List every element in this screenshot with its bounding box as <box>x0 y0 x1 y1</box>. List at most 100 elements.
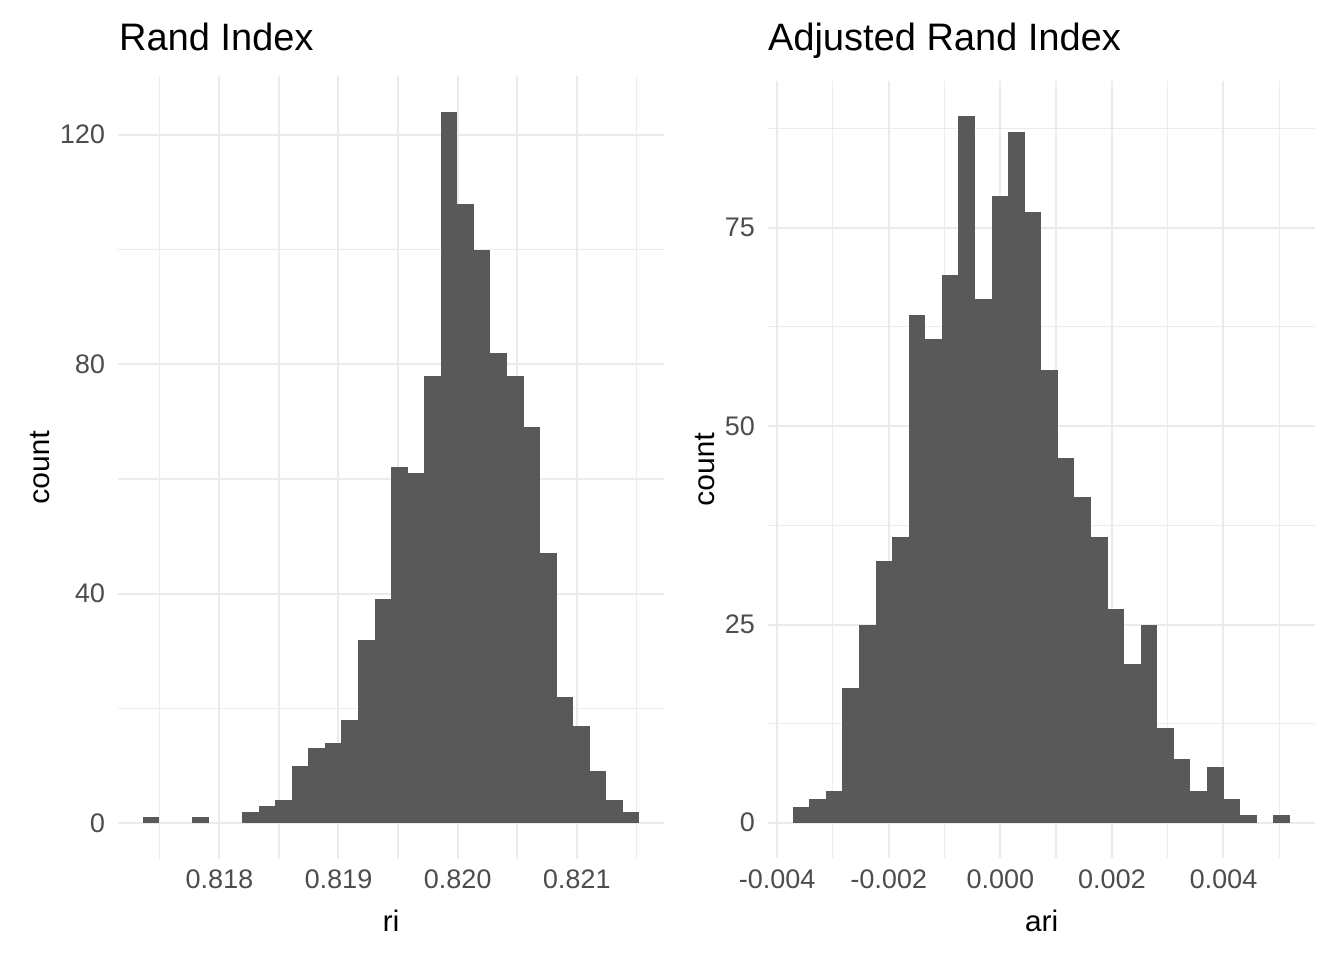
histogram-bar <box>975 299 992 823</box>
y-tick-label: 80 <box>74 348 105 379</box>
x-tick-label: 0.002 <box>1078 864 1146 894</box>
histogram-bar <box>842 688 859 823</box>
gridline-minor-y <box>767 127 1315 129</box>
histogram-bar <box>876 560 892 823</box>
y-tick-label: 0 <box>89 807 105 838</box>
histogram-bar <box>606 800 623 824</box>
histogram-bar <box>1240 815 1257 823</box>
y-tick-label: 50 <box>724 410 755 441</box>
histogram-bar <box>557 696 573 824</box>
gridline-major-x <box>337 76 340 859</box>
x-tick-label: 0.820 <box>423 864 492 894</box>
histogram-bar <box>958 116 975 823</box>
histogram-bar <box>573 725 590 824</box>
histogram-bar <box>490 352 507 824</box>
histogram-bar <box>1273 815 1290 823</box>
histogram-bar <box>826 791 842 823</box>
histogram-bar <box>892 537 909 823</box>
gridline-minor-x <box>832 81 834 859</box>
histogram-bar <box>441 111 457 824</box>
histogram-bar <box>375 599 391 824</box>
y-axis-title-count-right: count <box>688 432 721 506</box>
x-tick-label: 0.821 <box>542 864 611 894</box>
y-axis-title-count-left: count <box>23 430 56 504</box>
histogram-bar <box>1058 457 1074 823</box>
histogram-bar <box>143 817 159 824</box>
histogram-bar <box>524 427 540 824</box>
histogram-bar <box>242 811 259 824</box>
histogram-bar <box>1174 759 1190 823</box>
histogram-bar <box>1041 370 1058 823</box>
gridline-minor-y <box>767 326 1315 328</box>
gridline-minor-y <box>117 248 665 251</box>
histogram-bar <box>424 375 441 824</box>
histogram-bar <box>942 275 958 823</box>
histogram-bar <box>992 195 1008 823</box>
x-axis-title-ari: ari <box>1024 905 1059 938</box>
histogram-bar <box>408 473 424 824</box>
histogram-bar <box>1207 767 1224 823</box>
gridline-minor-x <box>1166 81 1169 859</box>
histogram-bar <box>1157 727 1174 823</box>
histogram-bar <box>1224 799 1240 823</box>
gridline-major-x <box>887 81 890 859</box>
gridline-major-y <box>117 133 665 136</box>
gridline-major-x <box>218 76 221 859</box>
x-tick-label: -0.004 <box>738 864 816 894</box>
histogram-bar <box>1124 664 1141 823</box>
histogram-bar <box>192 817 209 824</box>
y-tick-label: 75 <box>724 212 755 243</box>
histogram-bar <box>391 467 408 824</box>
histogram-bar <box>590 771 606 824</box>
histogram-bar <box>1091 537 1108 823</box>
gridline-minor-x <box>159 76 161 859</box>
histogram-bar <box>1074 497 1091 823</box>
x-tick-label: -0.002 <box>850 864 927 894</box>
histogram-bar <box>540 553 557 824</box>
gridline-major-x <box>575 76 578 859</box>
gridline-major-y <box>117 822 665 825</box>
histogram-bar <box>292 765 308 824</box>
histogram-bar <box>793 807 809 823</box>
x-tick-label: 0.000 <box>966 864 1035 894</box>
plot-title-rand-index: Rand Index <box>119 17 314 59</box>
histogram-bar <box>1025 211 1041 823</box>
gridline-major-y <box>117 363 665 366</box>
y-tick-label: 25 <box>724 609 755 639</box>
x-axis-title-ri: ri <box>382 905 400 938</box>
histogram-bar <box>909 314 925 823</box>
gridline-minor-x <box>635 76 637 859</box>
x-tick-label: 0.004 <box>1189 864 1258 894</box>
histogram-bar <box>809 799 826 823</box>
histogram-bar <box>507 375 524 824</box>
histogram-bar <box>474 249 490 824</box>
y-tick-label: 120 <box>59 119 105 150</box>
histogram-bar <box>358 639 375 824</box>
histogram-bar <box>308 748 325 824</box>
y-tick-label: 0 <box>739 807 755 838</box>
histogram-bar <box>925 338 942 823</box>
histogram-bar <box>341 719 358 824</box>
histogram-bar <box>623 811 639 824</box>
gridline-minor-x <box>278 76 280 859</box>
histogram-bar <box>259 805 275 824</box>
x-tick-label: 0.819 <box>304 864 373 894</box>
histogram-bar <box>325 742 341 824</box>
gridline-major-x <box>1110 81 1113 859</box>
y-tick-label: 40 <box>74 578 105 609</box>
gridline-minor-x <box>1278 81 1280 859</box>
histogram-bar <box>1190 791 1207 823</box>
gridline-major-y <box>767 821 1315 824</box>
histogram-bar <box>1008 132 1025 823</box>
histogram-bar <box>275 800 292 824</box>
histogram-bar <box>1141 624 1157 823</box>
histogram-bar <box>859 624 876 823</box>
histogram-bar <box>1108 608 1124 823</box>
gridline-major-x <box>1222 81 1225 859</box>
gridline-major-x <box>776 81 779 859</box>
plot-title-adjusted-rand-index: Adjusted Rand Index <box>768 17 1121 59</box>
gridline-major-y <box>767 226 1315 229</box>
x-tick-label: 0.818 <box>185 864 254 894</box>
